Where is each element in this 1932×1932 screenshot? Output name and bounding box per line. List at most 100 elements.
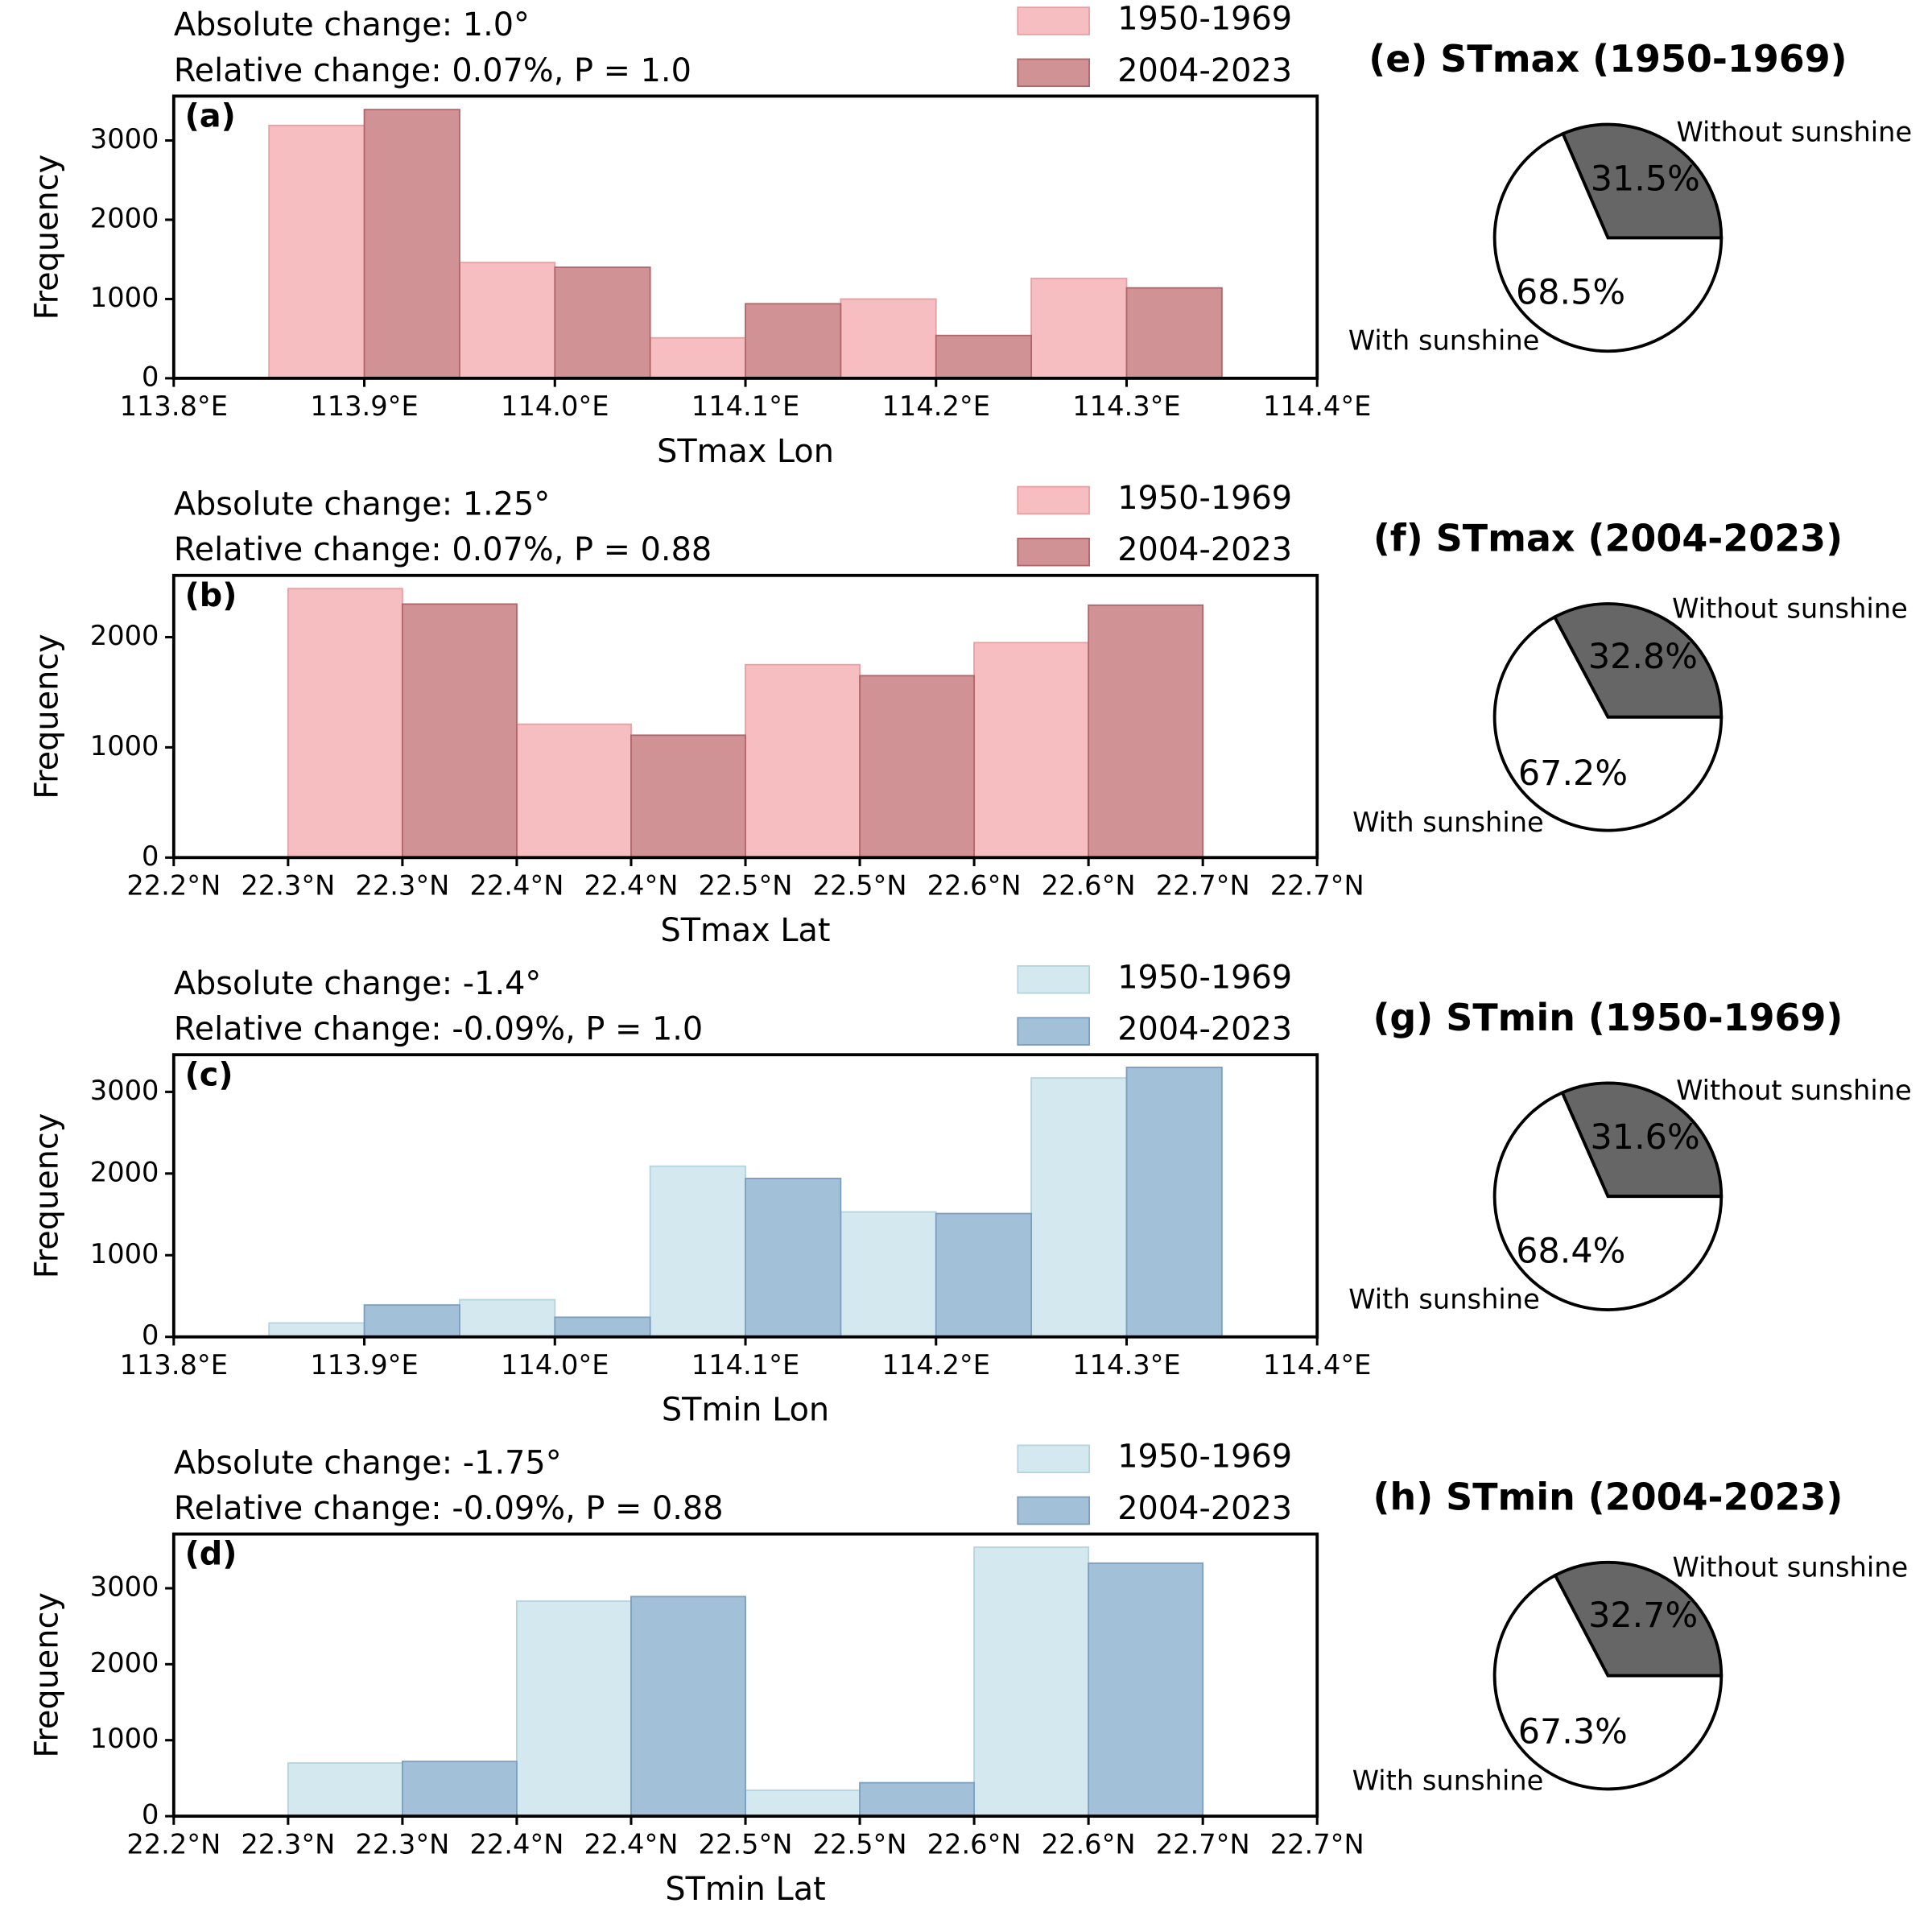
bar [459,262,556,379]
x-tick-label: 113.8°E [120,1349,228,1381]
pie-slice [1552,602,1724,719]
pie-slice [1553,1560,1724,1678]
bar [401,603,518,859]
legend-swatch [1017,965,1090,994]
pie-title: (g) STmin (1950-1969) [1373,996,1843,1039]
bar [840,298,937,379]
x-tick-label: 22.5°N [699,870,793,902]
slice-label: Without sunshine [1676,116,1912,147]
y-axis-label: Frequency [29,634,66,799]
x-tick-label: 22.7°N [1270,1828,1364,1860]
y-tick-label: 3000 [90,123,159,155]
slice-label: With sunshine [1348,324,1540,356]
legend-label: 1950-1969 [1117,959,1292,996]
bar [935,334,1033,379]
legend-swatch [1017,1496,1090,1525]
x-tick-label: 114.4°E [1263,390,1371,422]
x-tick-label: 22.6°N [927,870,1022,902]
y-tick-label: 0 [142,1319,159,1351]
bar [363,1304,460,1338]
slice-label: With sunshine [1348,1283,1540,1315]
slice-label: With sunshine [1352,1765,1544,1797]
y-tick-label: 1000 [90,1238,159,1269]
bar [516,1600,632,1818]
y-tick-label: 3000 [90,1075,159,1106]
legend-label: 1950-1969 [1117,1,1292,38]
bar [745,1790,861,1818]
bar [859,675,976,859]
y-tick-label: 0 [142,840,159,872]
x-tick-label: 113.8°E [120,390,228,422]
slice-label: Without sunshine [1673,1552,1909,1583]
slice-value-label: 32.7% [1588,1596,1698,1636]
x-tick-label: 114.4°E [1263,1349,1371,1381]
annotation: Absolute change: -1.75° [174,1444,562,1481]
slice-value-label: 32.8% [1588,637,1698,677]
legend-label: 2004-2023 [1117,1490,1292,1527]
x-tick-label: 22.4°N [584,1828,679,1860]
x-axis-label: STmax Lon [657,433,834,470]
legend-swatch [1017,1444,1090,1473]
panel-label: (c) [185,1056,233,1093]
y-tick-label: 3000 [90,1571,159,1602]
bar [630,734,746,859]
annotation: Absolute change: -1.4° [174,965,541,1002]
bar [287,1762,403,1818]
legend-swatch [1017,58,1090,88]
slice-label: Without sunshine [1676,1075,1912,1106]
annotation: Absolute change: 1.25° [174,486,550,523]
slice-value-label: 31.6% [1591,1117,1700,1158]
x-tick-label: 22.3°N [241,870,335,902]
x-tick-label: 113.9°E [310,1349,418,1381]
legend-swatch [1017,6,1090,35]
x-tick-label: 22.7°N [1270,870,1364,902]
bar [268,1322,365,1338]
bar [1125,287,1223,379]
x-tick-label: 22.5°N [813,1828,907,1860]
legend-label: 2004-2023 [1117,531,1292,568]
x-tick-label: 22.3°N [355,1828,449,1860]
x-axis-label: STmax Lat [661,912,831,949]
y-tick-label: 1000 [90,282,159,313]
x-tick-label: 22.6°N [1042,1828,1136,1860]
bar [745,663,861,859]
x-tick-label: 22.7°N [1156,870,1250,902]
pie-slice [1492,1573,1724,1791]
y-tick-label: 1000 [90,1723,159,1754]
bar [840,1211,937,1338]
y-axis-label: Frequency [29,155,66,320]
y-tick-label: 0 [142,1799,159,1831]
panel-label: (a) [185,97,236,134]
bar [859,1781,976,1818]
x-tick-label: 114.2°E [882,1349,990,1381]
bar [1088,604,1204,859]
bar [554,1316,651,1338]
pie-slice [1492,614,1724,832]
legend-swatch [1017,485,1090,515]
bar [268,124,365,379]
annotation: Relative change: 0.07%, P = 0.88 [174,531,712,568]
bar [630,1596,746,1818]
slice-label: With sunshine [1352,807,1544,838]
bar [401,1761,518,1818]
bar [459,1298,556,1338]
bar [1088,1562,1204,1818]
bar [1125,1067,1223,1338]
x-tick-label: 22.5°N [813,870,907,902]
x-axis-label: STmin Lon [662,1392,829,1429]
legend-swatch [1017,537,1090,567]
pie-title: (f) STmax (2004-2023) [1373,516,1843,559]
x-tick-label: 22.3°N [241,1828,335,1860]
bar [287,588,403,859]
bar [1030,277,1128,379]
x-tick-label: 22.2°N [126,1828,221,1860]
pie-slice [1492,1090,1724,1311]
bar [649,1165,746,1338]
slice-value-label: 68.5% [1516,273,1625,313]
annotation: Relative change: 0.07%, P = 1.0 [174,52,691,89]
x-tick-label: 22.6°N [1042,870,1136,902]
slice-value-label: 67.2% [1518,753,1628,794]
x-tick-label: 114.1°E [691,390,799,422]
y-axis-label: Frequency [29,1592,66,1758]
x-axis-label: STmin Lat [665,1871,825,1908]
